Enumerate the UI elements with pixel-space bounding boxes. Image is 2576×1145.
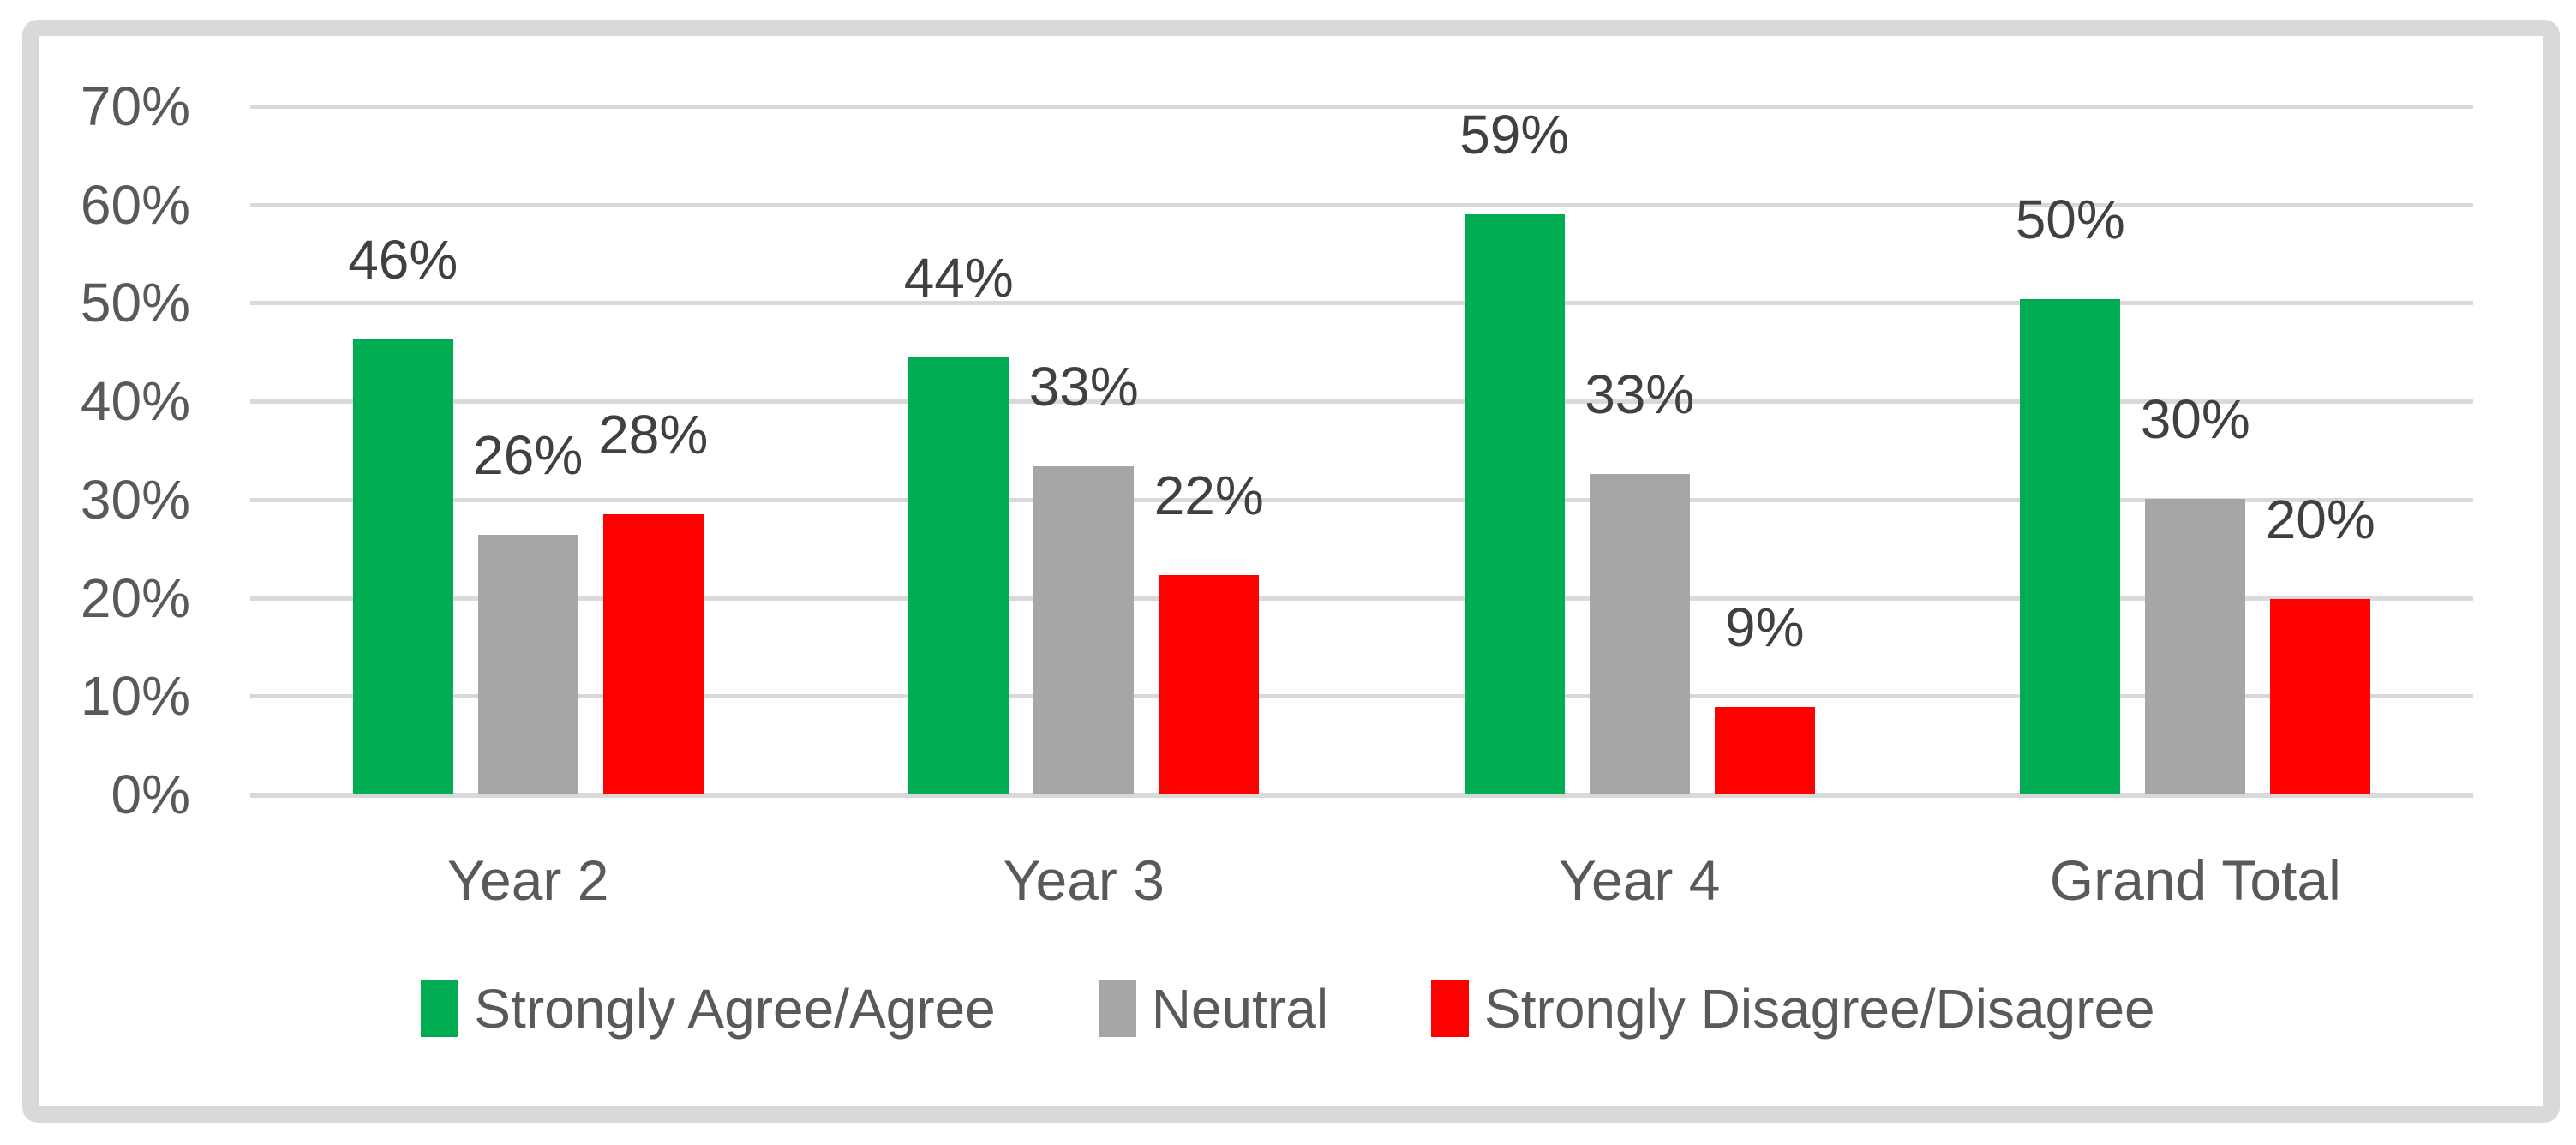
y-axis-tick-label: 30% [80, 468, 190, 531]
bar-year-2-strongly-agree-agree [352, 339, 453, 794]
bar-year-3-strongly-agree-agree [908, 357, 1009, 794]
gridline [250, 202, 2473, 207]
bar-grand-total-strongly-disagree-disagree [2270, 598, 2371, 794]
gridline [250, 301, 2473, 306]
legend: Strongly Agree/Agree Neutral Strongly Disa… [0, 975, 2576, 1042]
bar-value-label-year-3-strongly-disagree-disagree: 22% [1153, 465, 1264, 527]
y-axis-tick-label: 10% [80, 665, 190, 728]
y-axis-tick-label: 0% [111, 764, 191, 825]
bar-grand-total-neutral [2145, 498, 2246, 794]
bar-value-label-year-4-strongly-agree-agree: 59% [1459, 104, 1570, 166]
legend-swatch-strongly-disagree-disagree-icon [1431, 980, 1470, 1037]
bar-year-4-strongly-agree-agree [1464, 214, 1565, 794]
x-axis-line [250, 793, 2473, 798]
x-axis-category-label-year-2: Year 2 [447, 848, 609, 912]
legend-item-neutral: Neutral [1098, 975, 1329, 1042]
y-axis-tick-label: 20% [80, 567, 190, 629]
bar-year-3-strongly-disagree-disagree [1159, 575, 1260, 794]
bar-year-4-neutral [1589, 474, 1690, 794]
bar-grand-total-strongly-agree-agree [2020, 298, 2121, 794]
legend-label-neutral: Neutral [1151, 978, 1329, 1040]
y-axis-tick-label: 50% [80, 272, 190, 334]
legend-item-strongly-agree-agree: Strongly Agree/Agree [421, 975, 996, 1042]
bar-value-label-year-4-neutral: 33% [1585, 363, 1695, 426]
legend-label-strongly-agree-agree: Strongly Agree/Agree [474, 978, 996, 1040]
bar-value-label-year-2-neutral: 26% [473, 424, 584, 487]
y-axis-tick-label: 60% [80, 173, 190, 236]
bar-year-2-neutral [477, 535, 578, 794]
bar-value-label-year-2-strongly-disagree-disagree: 28% [598, 404, 709, 466]
bar-year-3-neutral [1033, 465, 1135, 794]
bar-year-4-strongly-disagree-disagree [1714, 706, 1815, 794]
gridline [250, 596, 2473, 601]
bar-value-label-year-3-neutral: 33% [1028, 355, 1139, 417]
y-axis-tick-label: 40% [80, 370, 190, 433]
gridline [250, 694, 2473, 699]
legend-swatch-neutral-icon [1098, 980, 1136, 1037]
chart-frame-border [22, 20, 2560, 1123]
bar-year-2-strongly-disagree-disagree [602, 514, 704, 794]
bar-value-label-grand-total-neutral: 30% [2140, 387, 2250, 450]
gridline [250, 399, 2473, 405]
x-axis-category-label-year-4: Year 4 [1559, 848, 1721, 912]
bar-value-label-grand-total-strongly-agree-agree: 50% [2015, 188, 2125, 250]
bar-value-label-year-3-strongly-agree-agree: 44% [903, 246, 1014, 309]
bar-value-label-grand-total-strongly-disagree-disagree: 20% [2265, 488, 2375, 550]
gridline [250, 105, 2473, 109]
bar-value-label-year-2-strongly-agree-agree: 46% [348, 228, 458, 291]
x-axis-category-label-year-3: Year 3 [1003, 848, 1165, 912]
y-axis-tick-label: 70% [80, 75, 190, 137]
bar-value-label-year-4-strongly-disagree-disagree: 9% [1725, 596, 1805, 658]
x-axis-category-label-grand-total: Grand Total [2049, 848, 2341, 912]
gridline [250, 497, 2473, 502]
legend-item-strongly-disagree-disagree: Strongly Disagree/Disagree [1431, 975, 2155, 1042]
legend-label-strongly-disagree-disagree: Strongly Disagree/Disagree [1484, 978, 2155, 1040]
legend-swatch-strongly-agree-agree-icon [421, 980, 459, 1037]
